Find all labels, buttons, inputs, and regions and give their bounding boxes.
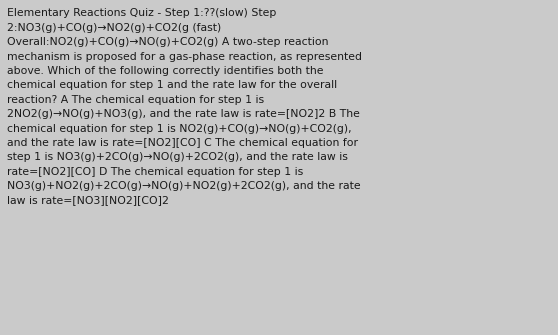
Text: Elementary Reactions Quiz - Step 1:??(slow) Step
2:NO3(g)+CO(g)→NO2(g)+CO2(g (fa: Elementary Reactions Quiz - Step 1:??(sl… — [7, 8, 362, 206]
